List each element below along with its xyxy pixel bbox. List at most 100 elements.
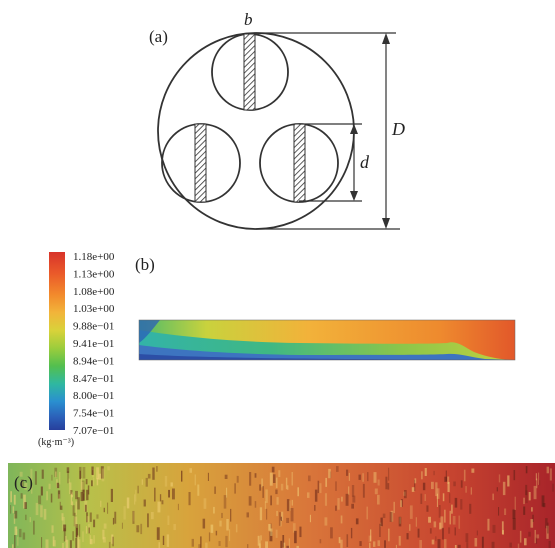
particle-streak xyxy=(20,493,23,499)
panel-b: (b) xyxy=(135,255,516,361)
particle-streak xyxy=(523,497,525,505)
particle-streak xyxy=(65,539,69,548)
particle-streak xyxy=(549,468,552,481)
particle-streak xyxy=(393,501,395,514)
particle-streak xyxy=(345,493,349,506)
particle-streak xyxy=(31,481,33,494)
particle-streak xyxy=(112,517,115,525)
particle-streak xyxy=(270,528,273,536)
particle-streak xyxy=(404,490,407,499)
particle-streak xyxy=(257,535,260,546)
particle-streak xyxy=(208,532,211,542)
particle-streak xyxy=(288,538,290,548)
particle-streak xyxy=(86,516,90,523)
particle-streak xyxy=(93,477,95,486)
particle-streak xyxy=(431,481,434,490)
particle-streak xyxy=(476,530,478,536)
particle-streak xyxy=(14,535,16,548)
particle-streak xyxy=(351,485,355,497)
particle-streak xyxy=(10,505,12,514)
particle-streak xyxy=(22,532,26,540)
particle-streak xyxy=(496,487,498,492)
particle-streak xyxy=(454,527,456,536)
particle-streak xyxy=(159,494,162,502)
particle-streak xyxy=(336,466,339,472)
particle-streak xyxy=(447,476,450,484)
particle-streak xyxy=(417,528,420,538)
particle-streak xyxy=(45,539,49,548)
particle-streak xyxy=(260,535,262,541)
particle-streak xyxy=(406,533,409,540)
particle-streak xyxy=(373,472,377,483)
dim-D-arrow-top xyxy=(382,33,390,44)
particle-streak xyxy=(71,492,73,498)
particle-streak xyxy=(101,468,105,482)
particle-streak xyxy=(177,503,179,511)
particle-streak xyxy=(454,497,458,508)
particle-streak xyxy=(448,527,451,534)
particle-streak xyxy=(265,489,268,503)
particle-streak xyxy=(535,537,538,544)
particle-streak xyxy=(275,489,278,495)
particle-streak xyxy=(513,470,516,481)
particle-streak xyxy=(213,506,215,514)
particle-streak xyxy=(87,485,90,495)
particle-streak xyxy=(258,543,261,548)
particle-streak xyxy=(287,485,289,490)
particle-streak xyxy=(80,478,83,490)
particle-streak xyxy=(43,508,47,520)
particle-streak xyxy=(12,544,14,548)
particle-streak xyxy=(102,536,106,543)
particle-streak xyxy=(98,473,101,480)
colorbar-tick-label: 1.13e+00 xyxy=(73,268,115,280)
particle-streak xyxy=(286,545,289,548)
colorbar-tick-label: 9.41e−01 xyxy=(73,338,114,350)
particle-streak xyxy=(366,506,368,520)
particle-streak xyxy=(283,542,286,548)
particle-streak xyxy=(249,472,252,486)
particle-streak xyxy=(415,517,417,527)
particle-streak xyxy=(308,475,311,482)
particle-streak xyxy=(276,497,279,505)
particle-streak xyxy=(470,487,472,495)
particle-streak xyxy=(398,535,401,546)
particle-streak xyxy=(536,534,540,539)
particle-streak xyxy=(137,485,139,494)
particle-streak xyxy=(74,516,78,527)
particle-streak xyxy=(132,510,135,524)
dim-d-arrow-top xyxy=(350,124,358,134)
particle-streak xyxy=(275,477,278,488)
particle-streak xyxy=(351,503,354,509)
particle-streak xyxy=(453,481,456,487)
colorbar: 1.18e+00 1.13e+00 1.08e+00 1.03e+00 9.88e−01… xyxy=(38,251,115,448)
particle-streak xyxy=(290,508,294,522)
particle-streak xyxy=(317,480,320,494)
particle-streak xyxy=(248,496,252,506)
particle-streak xyxy=(156,466,158,472)
particle-streak xyxy=(458,515,460,529)
particle-streak xyxy=(268,524,272,531)
particle-streak xyxy=(161,500,164,505)
panel-c-label: (c) xyxy=(14,473,33,492)
particle-streak xyxy=(346,469,349,476)
particle-streak xyxy=(60,505,63,510)
panel-a: (a) b D d xyxy=(149,10,405,230)
particle-streak xyxy=(67,471,69,484)
plate-top xyxy=(243,33,256,111)
panel-b-label: (b) xyxy=(135,255,155,274)
particle-streak xyxy=(41,469,44,479)
particle-streak xyxy=(62,517,65,531)
particle-streak xyxy=(19,528,22,538)
particle-streak xyxy=(411,487,415,492)
particle-streak xyxy=(80,492,84,502)
plate-right xyxy=(293,123,306,203)
particle-streak xyxy=(81,480,85,493)
particle-streak xyxy=(296,545,299,548)
particle-streak xyxy=(108,541,111,548)
particle-streak xyxy=(207,472,209,481)
particle-streak xyxy=(319,483,322,494)
particle-streak xyxy=(445,470,447,482)
particle-streak xyxy=(53,540,56,547)
particle-streak xyxy=(35,502,39,516)
particle-streak xyxy=(512,518,516,530)
